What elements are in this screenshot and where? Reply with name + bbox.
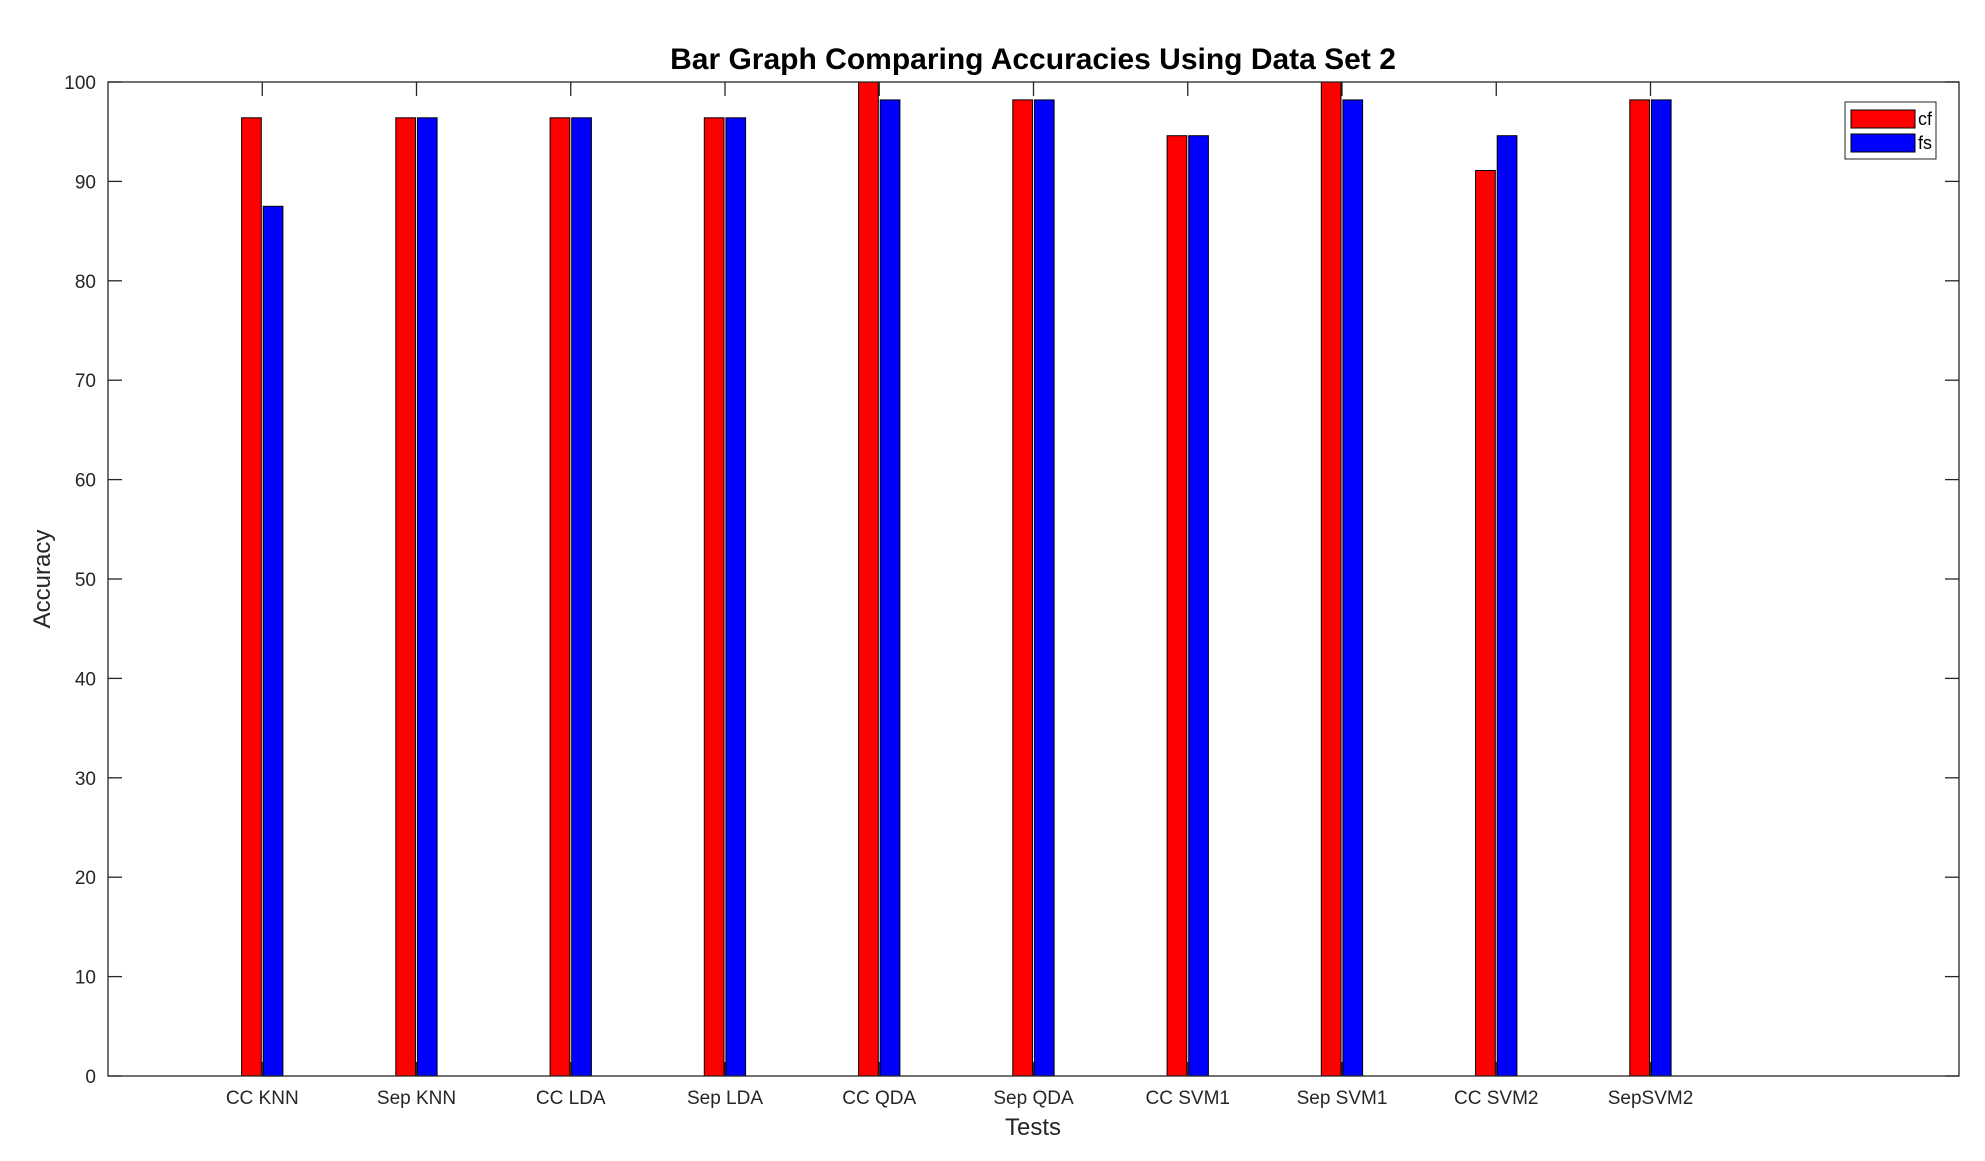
y-tick-label: 0: [85, 1067, 96, 1088]
x-tick-label: SepSVM2: [1608, 1088, 1694, 1109]
bar-sepsvm2-fs: [1650, 99, 1672, 1077]
bar-cc-svm1-fs: [1188, 135, 1209, 1077]
ticks-layer: CC KNN Sep KNN CC LDA Sep LDA CC QDA Sep QDA C…: [64, 73, 1959, 1109]
legend-swatch-fs: [1850, 133, 1916, 153]
y-tick-label: 10: [75, 968, 96, 989]
bar-sep-qda-fs: [1033, 99, 1055, 1077]
bar-sep-knn-fs: [416, 117, 438, 1077]
x-tick-label: Sep SVM1: [1297, 1088, 1388, 1109]
plot-box: [107, 81, 1960, 1077]
bar-sep-svm1-cf: [1320, 81, 1342, 1077]
x-tick-label: CC SVM1: [1146, 1088, 1230, 1109]
plot-area: [108, 82, 1959, 1076]
x-tick-label: CC QDA: [842, 1088, 916, 1109]
bar-sep-knn-cf: [395, 117, 416, 1077]
bar-sep-lda-fs: [725, 117, 747, 1077]
y-tick-label: 70: [75, 371, 96, 392]
bar-sepsvm2-cf: [1629, 99, 1651, 1077]
legend-label-fs: fs: [1918, 133, 1932, 153]
bar-cc-knn-cf: [241, 117, 262, 1077]
y-tick-label: 30: [75, 769, 96, 790]
bar-cc-knn-fs: [262, 205, 284, 1077]
chart-title: Bar Graph Comparing Accuracies Using Dat…: [670, 43, 1396, 76]
x-tick-label: CC KNN: [226, 1088, 299, 1109]
bar-sep-lda-cf: [703, 117, 725, 1077]
x-tick-label: CC LDA: [536, 1088, 606, 1109]
bar-sep-svm1-fs: [1342, 99, 1364, 1077]
x-tick-label: CC SVM2: [1454, 1088, 1538, 1109]
x-tick-label: Sep KNN: [377, 1088, 456, 1109]
legend-swatch-cf: [1850, 109, 1916, 129]
bar-cc-svm2-fs: [1496, 135, 1518, 1077]
y-tick-label: 60: [75, 471, 96, 492]
x-axis-label: Tests: [1005, 1114, 1061, 1141]
y-tick-label: 80: [75, 272, 96, 293]
bar-sep-qda-cf: [1012, 99, 1033, 1077]
legend-label-cf: cf: [1918, 109, 1933, 129]
bar-cc-svm2-cf: [1475, 170, 1496, 1077]
y-tick-label: 90: [75, 172, 96, 193]
legend: cf fs: [1844, 101, 1937, 160]
y-tick-label: 50: [75, 570, 96, 591]
bar-cc-qda-cf: [858, 81, 879, 1077]
bars-layer: [241, 81, 1672, 1077]
bar-cc-lda-fs: [571, 117, 592, 1077]
y-axis-label: Accuracy: [29, 530, 56, 629]
y-tick-label: 40: [75, 669, 96, 690]
y-tick-label: 100: [64, 73, 96, 94]
bar-cc-qda-fs: [879, 99, 901, 1077]
bar-cc-lda-cf: [549, 117, 571, 1077]
bar-cc-svm1-cf: [1166, 135, 1188, 1077]
x-tick-label: Sep LDA: [687, 1088, 763, 1109]
y-tick-label: 20: [75, 868, 96, 889]
x-tick-label: Sep QDA: [993, 1088, 1074, 1109]
